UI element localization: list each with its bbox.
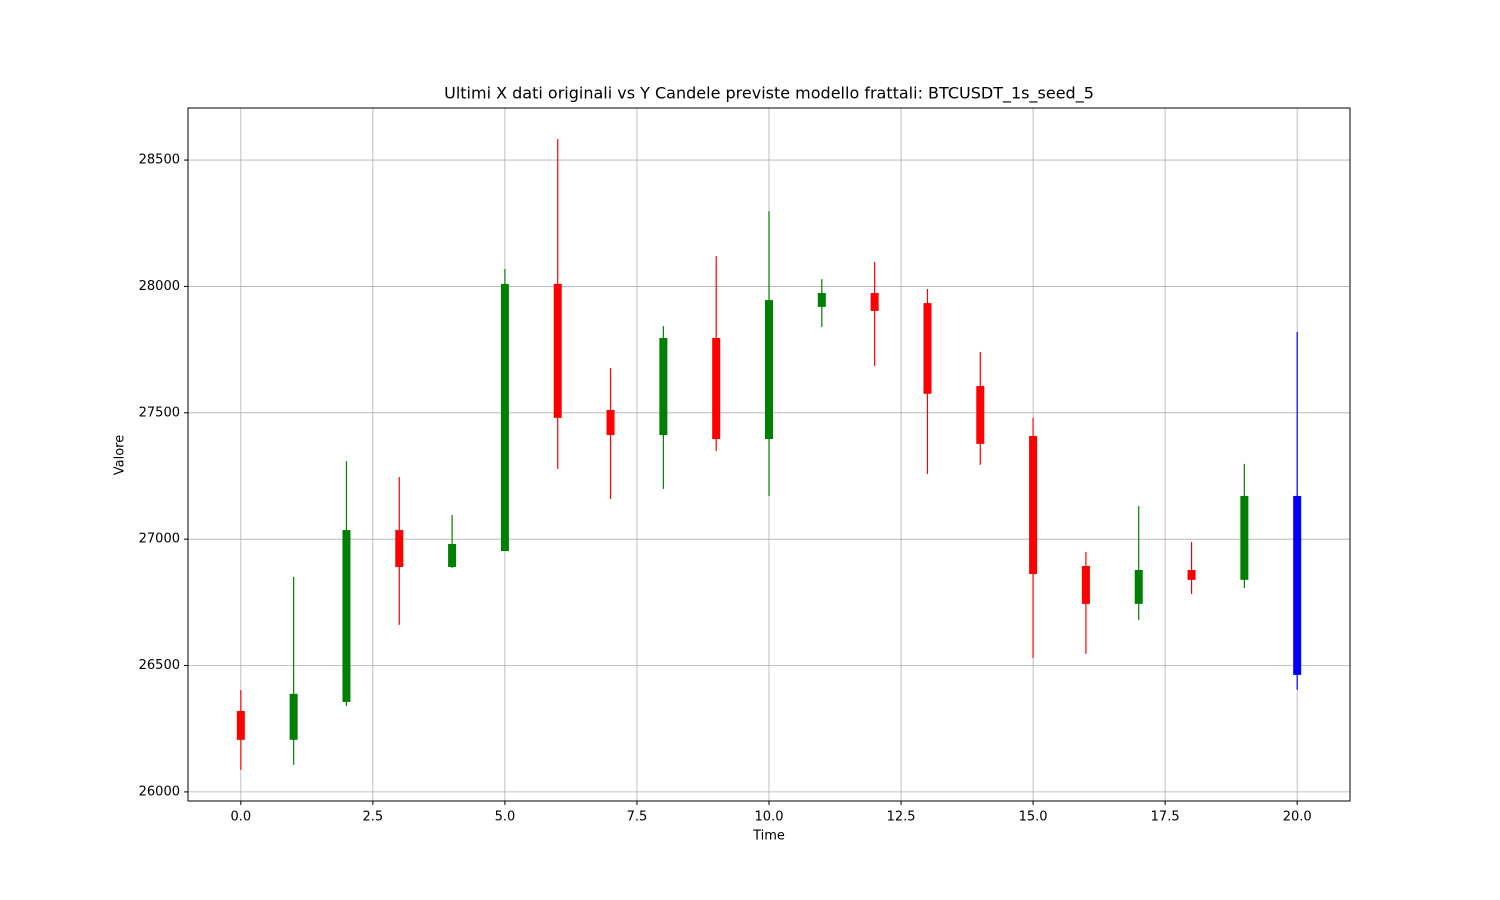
- candle-body: [1187, 570, 1196, 580]
- candle-body: [236, 711, 245, 740]
- candle-body: [342, 530, 351, 702]
- y-tick-label: 26000: [139, 784, 180, 799]
- x-tick-label: 10.0: [755, 810, 784, 825]
- candle-body: [1134, 570, 1143, 604]
- candle-body: [606, 410, 615, 436]
- y-tick-label: 27000: [139, 532, 180, 547]
- x-tick-label: 20.0: [1283, 810, 1312, 825]
- y-tick-label: 28500: [139, 153, 180, 168]
- x-tick-label: 2.5: [363, 810, 384, 825]
- x-tick-label: 17.5: [1151, 810, 1180, 825]
- candle-body: [448, 543, 457, 567]
- y-axis-label: Valore: [113, 435, 128, 475]
- candle-body: [817, 293, 826, 307]
- candle-body: [1293, 495, 1302, 675]
- candle-body: [870, 293, 879, 311]
- x-tick-label: 0.0: [230, 810, 251, 825]
- candle-body: [289, 693, 298, 740]
- candle-body: [1081, 565, 1090, 604]
- x-tick-label: 5.0: [495, 810, 516, 825]
- candle-body: [976, 386, 985, 444]
- candle-body: [765, 300, 773, 440]
- y-tick-label: 26500: [139, 658, 180, 673]
- candle-body: [500, 283, 509, 552]
- x-tick-label: 15.0: [1019, 810, 1048, 825]
- y-tick-label: 27500: [139, 405, 180, 420]
- candle-body: [1029, 436, 1038, 575]
- candle-body: [923, 303, 932, 394]
- x-tick-label: 12.5: [887, 810, 916, 825]
- candle-body: [659, 337, 668, 436]
- x-tick-label: 7.5: [627, 810, 648, 825]
- candle-body: [712, 337, 721, 440]
- candle-body: [553, 283, 562, 418]
- y-tick-label: 28000: [139, 279, 180, 294]
- candle-body: [1240, 495, 1249, 580]
- candle-body: [395, 530, 404, 567]
- x-axis-label: Time: [752, 829, 785, 844]
- chart-title: Ultimi X dati originali vs Y Candele pre…: [444, 84, 1094, 104]
- plot-frame: [187, 107, 1351, 802]
